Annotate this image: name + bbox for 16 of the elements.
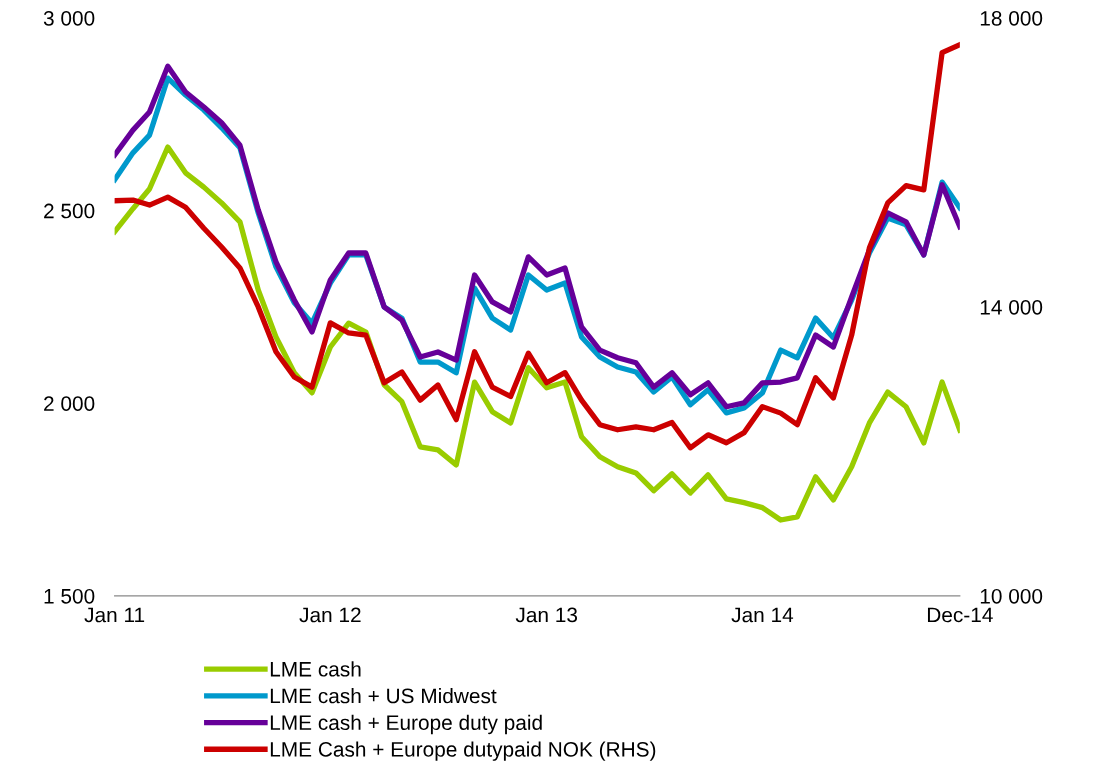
legend-label: LME cash + US Midwest: [270, 688, 497, 704]
y-tick-label: 1 500: [44, 588, 95, 604]
legend-label: LME cash: [270, 661, 361, 677]
y-tick-label: 2 000: [44, 396, 95, 412]
x-tick-label: Jan 12: [299, 607, 361, 623]
y-tick-label: 3 000: [43, 10, 95, 26]
y-tick-label: 2 500: [44, 203, 95, 219]
y2-tick-label: 14 000: [980, 299, 1043, 315]
x-tick-label: Dec-14: [927, 607, 993, 623]
legend-label: LME Cash + Europe dutypaid NOK (RHS): [270, 741, 656, 761]
x-tick-label: Jan 14: [731, 607, 794, 623]
y2-tick-label: 18 000: [980, 10, 1043, 26]
x-tick-label: Jan 11: [84, 607, 145, 623]
x-tick-label: Jan 13: [515, 607, 578, 623]
y2-tick-label: 10 000: [980, 588, 1043, 604]
legend-label: LME cash + Europe duty paid: [270, 714, 542, 735]
